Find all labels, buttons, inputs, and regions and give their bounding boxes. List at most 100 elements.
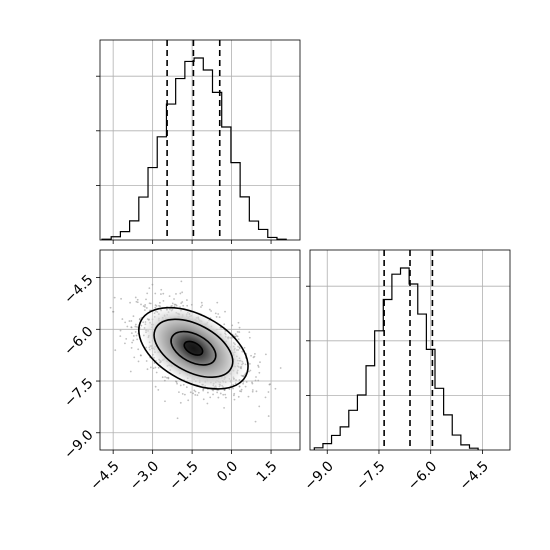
joint-point xyxy=(250,354,252,357)
joint-point xyxy=(210,310,213,312)
joint-point xyxy=(186,299,188,301)
joint-point xyxy=(234,333,237,336)
joint-point xyxy=(209,396,212,399)
joint-point xyxy=(224,310,226,313)
joint-point xyxy=(167,376,170,379)
joint-point xyxy=(168,295,171,298)
joint-point xyxy=(254,420,257,423)
joint-point xyxy=(217,313,220,315)
joint-point xyxy=(200,306,202,308)
joint-point xyxy=(248,336,251,339)
joint-point xyxy=(180,280,183,283)
joint-point xyxy=(159,301,161,304)
joint-point xyxy=(183,393,186,396)
joint-point xyxy=(164,376,167,378)
joint-point xyxy=(149,366,152,369)
joint-point xyxy=(264,396,267,399)
joint-point xyxy=(153,362,156,364)
joint-point xyxy=(189,391,192,394)
joint-point xyxy=(224,393,227,396)
joint-point xyxy=(248,370,250,373)
joint-point xyxy=(216,391,219,394)
hist-y-step xyxy=(313,267,479,450)
hist-y-x-tick-label: −4.5 xyxy=(457,458,492,493)
joint-point xyxy=(197,391,200,394)
joint-point xyxy=(267,415,270,417)
joint-point xyxy=(175,293,177,295)
joint-point xyxy=(165,376,168,379)
joint-point xyxy=(134,323,137,326)
joint-point xyxy=(180,302,183,305)
hist-y-x-tick-label: −6.0 xyxy=(405,458,440,493)
hist-x-bars xyxy=(101,57,287,240)
joint-point xyxy=(238,385,241,388)
joint-point xyxy=(257,364,260,367)
joint-point xyxy=(133,356,136,359)
joint-point xyxy=(201,304,204,307)
joint-point xyxy=(279,367,282,369)
joint-point xyxy=(96,287,98,289)
joint-contours xyxy=(138,306,249,390)
joint-point xyxy=(119,335,122,338)
joint-point xyxy=(267,391,270,393)
joint-point xyxy=(130,347,133,349)
joint-point xyxy=(129,370,132,373)
joint-x-tick-label: −1.5 xyxy=(166,458,201,493)
joint-point xyxy=(132,335,135,337)
joint-point xyxy=(162,299,165,302)
joint-y-tick-label: −7.5 xyxy=(61,375,96,410)
joint-point xyxy=(238,326,241,329)
joint-point xyxy=(144,305,146,308)
joint-point xyxy=(145,307,148,309)
joint-point xyxy=(257,366,260,368)
joint-point xyxy=(249,369,252,372)
joint-point xyxy=(237,395,240,398)
hist-x-quantiles xyxy=(166,40,221,240)
joint-point xyxy=(194,394,197,396)
joint-point xyxy=(131,341,134,344)
hist-y-x-tick-labels: −9.0 −7.5 −6.0 −4.5 xyxy=(301,458,492,493)
joint-point xyxy=(254,352,256,355)
hist-x-grid xyxy=(100,40,300,240)
joint-point xyxy=(145,360,148,362)
joint-point xyxy=(206,391,209,394)
joint-point xyxy=(126,325,129,328)
joint-contour xyxy=(170,330,217,366)
joint-point xyxy=(233,392,236,395)
joint-point xyxy=(162,292,165,295)
joint-point xyxy=(181,301,184,303)
joint-point xyxy=(242,382,245,385)
joint-point xyxy=(130,332,133,335)
joint-point xyxy=(154,292,157,295)
joint-point xyxy=(164,400,166,403)
joint-point xyxy=(135,334,138,337)
joint-point xyxy=(239,390,241,392)
joint-point xyxy=(259,361,261,364)
joint-point xyxy=(181,291,184,294)
joint-point xyxy=(163,379,166,382)
joint-point xyxy=(274,387,277,390)
hist-x-frame xyxy=(99,39,301,241)
joint-point xyxy=(132,339,135,342)
joint-point xyxy=(120,297,122,300)
joint-point xyxy=(243,346,246,349)
joint-point xyxy=(254,379,257,382)
joint-point xyxy=(233,398,236,401)
joint-point xyxy=(176,382,178,385)
joint-point xyxy=(157,366,160,369)
joint-panel: −4.5 −3.0 −1.5 0.0 1.5 −4.5−6.0−7.5−9.0 xyxy=(61,249,301,494)
joint-point xyxy=(202,398,205,401)
hist-y-frame xyxy=(309,249,511,451)
joint-x-tick-label: 1.5 xyxy=(254,458,281,485)
joint-point xyxy=(208,308,211,311)
joint-point xyxy=(134,325,137,328)
joint-point xyxy=(137,360,140,363)
hist-y-bars xyxy=(313,267,479,450)
joint-point xyxy=(173,298,175,300)
joint-point xyxy=(109,306,112,309)
joint-point xyxy=(240,388,243,391)
joint-point xyxy=(231,324,234,327)
joint-point xyxy=(155,305,158,307)
hist-y-grid xyxy=(310,250,510,450)
